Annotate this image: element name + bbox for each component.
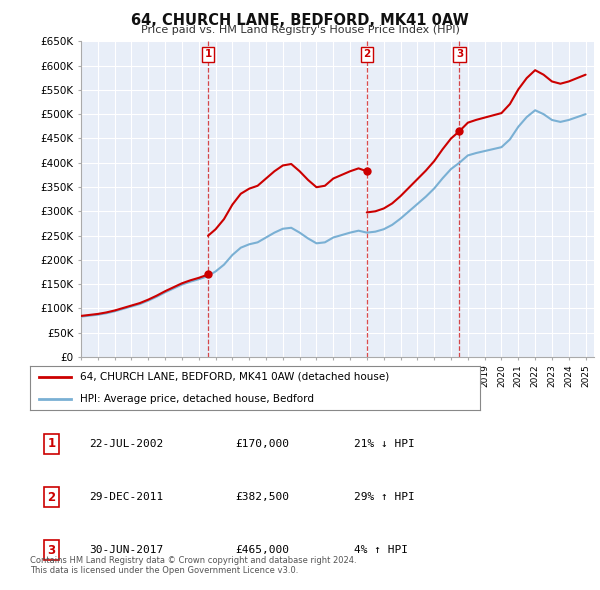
Text: £465,000: £465,000 [235,545,289,555]
Text: 21% ↓ HPI: 21% ↓ HPI [354,439,415,449]
Text: 30-JUN-2017: 30-JUN-2017 [89,545,164,555]
Text: 29-DEC-2011: 29-DEC-2011 [89,492,164,502]
Text: 1: 1 [205,49,212,59]
Text: 2: 2 [47,490,56,504]
Text: 29% ↑ HPI: 29% ↑ HPI [354,492,415,502]
Text: Contains HM Land Registry data © Crown copyright and database right 2024.
This d: Contains HM Land Registry data © Crown c… [30,556,356,575]
Text: 3: 3 [47,543,56,557]
Text: 22-JUL-2002: 22-JUL-2002 [89,439,164,449]
Text: 64, CHURCH LANE, BEDFORD, MK41 0AW (detached house): 64, CHURCH LANE, BEDFORD, MK41 0AW (deta… [79,372,389,382]
Text: Price paid vs. HM Land Registry's House Price Index (HPI): Price paid vs. HM Land Registry's House … [140,25,460,35]
Text: 1: 1 [47,437,56,451]
Text: 4% ↑ HPI: 4% ↑ HPI [354,545,408,555]
Text: HPI: Average price, detached house, Bedford: HPI: Average price, detached house, Bedf… [79,394,314,404]
Text: 3: 3 [456,49,463,59]
Text: £382,500: £382,500 [235,492,289,502]
Text: £170,000: £170,000 [235,439,289,449]
Text: 64, CHURCH LANE, BEDFORD, MK41 0AW: 64, CHURCH LANE, BEDFORD, MK41 0AW [131,13,469,28]
Text: 2: 2 [363,49,370,59]
